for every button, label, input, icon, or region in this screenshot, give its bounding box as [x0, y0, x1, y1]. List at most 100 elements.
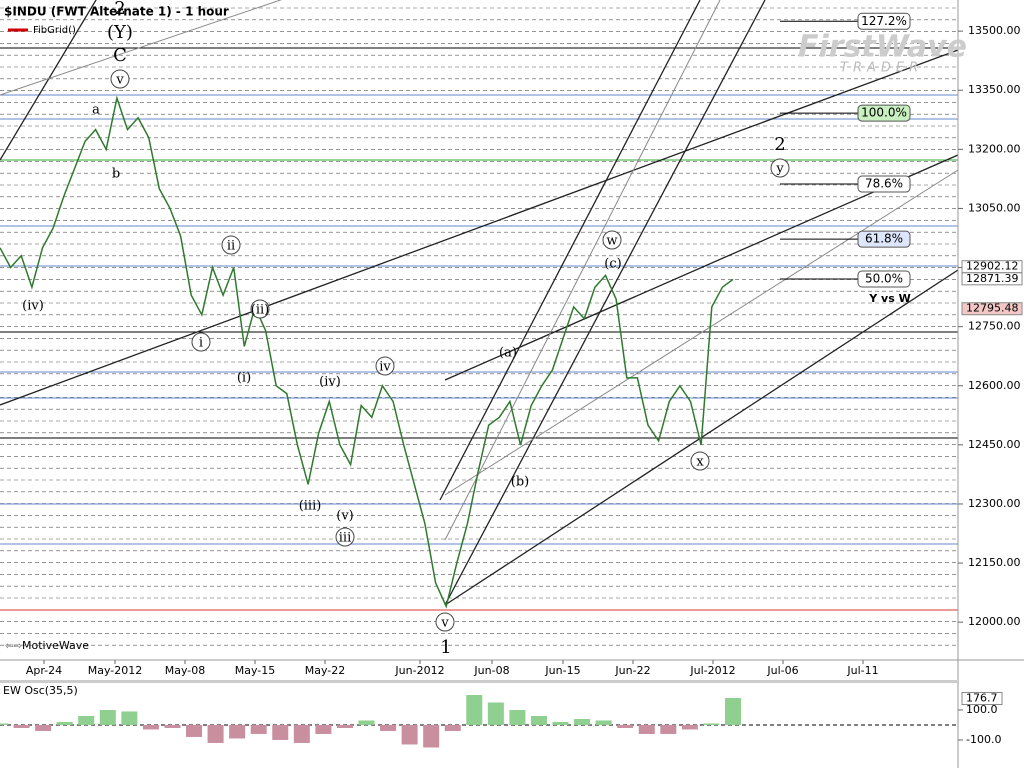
price-label-box: [961, 302, 1023, 316]
date-label: May-2012: [88, 664, 143, 677]
osc-bar: [444, 724, 461, 731]
study-label[interactable]: FibGrid(): [33, 25, 76, 36]
wave-circle: [335, 527, 355, 547]
wave-label: (b): [511, 475, 529, 490]
wave-label: (iv): [22, 299, 44, 314]
wave-circle: [250, 299, 270, 319]
osc-bar: [617, 724, 634, 728]
wave-label: (a): [499, 346, 517, 361]
fib-box: [857, 12, 911, 30]
date-label: May-15: [235, 664, 276, 677]
y-tick-label: 12600.00: [968, 379, 1021, 392]
osc-bar: [358, 720, 375, 725]
osc-bar: [552, 721, 569, 725]
wave-label: (ii): [251, 303, 269, 318]
y-tick-label: 13050.00: [968, 201, 1021, 214]
date-label: Jul-2012: [689, 664, 735, 677]
osc-bar: [466, 694, 483, 725]
date-label: Apr-24: [26, 664, 62, 677]
osc-bar: [35, 724, 52, 731]
price-label-box: [961, 272, 1023, 286]
fib-box: [857, 175, 911, 193]
wave-label: w: [606, 234, 617, 249]
wave-label: i: [199, 336, 203, 351]
wave-label: iii: [339, 531, 351, 546]
wave-label: (iii): [299, 499, 322, 514]
osc-bar: [186, 724, 203, 737]
osc-bar: [56, 721, 73, 725]
wave-label: ii: [227, 239, 235, 254]
y-tick-label: 13500.00: [968, 24, 1021, 37]
wave-label: (Y): [107, 22, 133, 43]
osc-bar: [401, 724, 418, 745]
osc-bar: [272, 724, 289, 740]
date-label: Jul-06: [766, 664, 798, 677]
y-tick-label: 12300.00: [968, 497, 1021, 510]
date-label: Jun-08: [473, 664, 509, 677]
fib-label: 61.8%: [865, 232, 903, 246]
trendline: [444, 169, 959, 496]
osc-bar: [530, 715, 547, 725]
trendline: [0, 49, 959, 406]
wave-label: (c): [604, 257, 621, 272]
wave-label: x: [696, 455, 704, 470]
fib-label: 100.0%: [861, 106, 907, 120]
osc-tick-label: -100.0: [966, 733, 1001, 746]
chart-title: $INDU (FWT Alternate 1) - 1 hour: [4, 5, 229, 19]
oscillator-plot: [0, 694, 958, 748]
osc-bar: [250, 724, 267, 734]
wave-circle: [770, 158, 790, 178]
fib-box: [857, 230, 911, 248]
wave-label: iv: [379, 360, 391, 375]
osc-bar: [229, 724, 246, 739]
y-tick-label: 12150.00: [968, 556, 1021, 569]
trendline: [0, 0, 97, 161]
osc-bar: [78, 715, 95, 725]
y-tick-label: 12750.00: [968, 320, 1021, 333]
wave-label: 2: [774, 134, 785, 155]
logo: FirstWave: [798, 30, 967, 65]
osc-tick-label: 100.0: [966, 703, 998, 716]
wave-circle: [110, 69, 130, 89]
osc-bar: [142, 724, 159, 730]
wave-label: (v): [336, 509, 354, 524]
wave-label: 1: [440, 637, 451, 658]
osc-bar: [315, 724, 332, 734]
wave-label: y: [775, 162, 784, 177]
date-label: Jun-2012: [394, 664, 444, 677]
osc-bar: [725, 697, 741, 725]
osc-bar: [423, 724, 440, 748]
wave-label: v: [115, 73, 124, 88]
wave-label: Y vs W: [868, 292, 910, 305]
fib-label: 127.2%: [861, 14, 907, 28]
price-label: 12871.39: [966, 272, 1019, 285]
osc-bar: [487, 702, 504, 725]
fib-label: 78.6%: [865, 177, 903, 191]
wave-label: b: [112, 167, 120, 182]
scroll-arrows[interactable]: ⇦⇨: [5, 641, 22, 652]
y-tick-label: 12000.00: [968, 615, 1021, 628]
wave-label: (i): [237, 371, 251, 386]
splitter[interactable]: [0, 680, 958, 683]
osc-bar: [660, 724, 677, 734]
date-label: May-08: [165, 664, 206, 677]
date-label: May-22: [305, 664, 346, 677]
wave-label: 2: [114, 0, 125, 19]
wave-label: C: [113, 45, 127, 66]
wave-circle: [221, 235, 241, 255]
wave-label: (iv): [319, 375, 341, 390]
osc-bar: [293, 724, 310, 743]
wave-circle: [435, 612, 455, 632]
osc-bar: [638, 724, 655, 734]
osc-bar: [681, 724, 698, 730]
trendlines: [0, 0, 959, 606]
y-tick-label: 13200.00: [968, 142, 1021, 155]
osc-current-box: [961, 691, 1003, 705]
price-plot: 127.2%100.0%78.6%61.8%50.0%2(Y)Cvab(iv)i…: [0, 0, 911, 658]
trendline: [0, 0, 283, 96]
osc-bar: [207, 724, 224, 743]
osc-bar: [380, 724, 397, 731]
y-tick-label: 12450.00: [968, 438, 1021, 451]
